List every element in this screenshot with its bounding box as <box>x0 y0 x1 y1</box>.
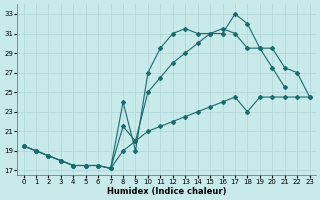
X-axis label: Humidex (Indice chaleur): Humidex (Indice chaleur) <box>107 187 226 196</box>
